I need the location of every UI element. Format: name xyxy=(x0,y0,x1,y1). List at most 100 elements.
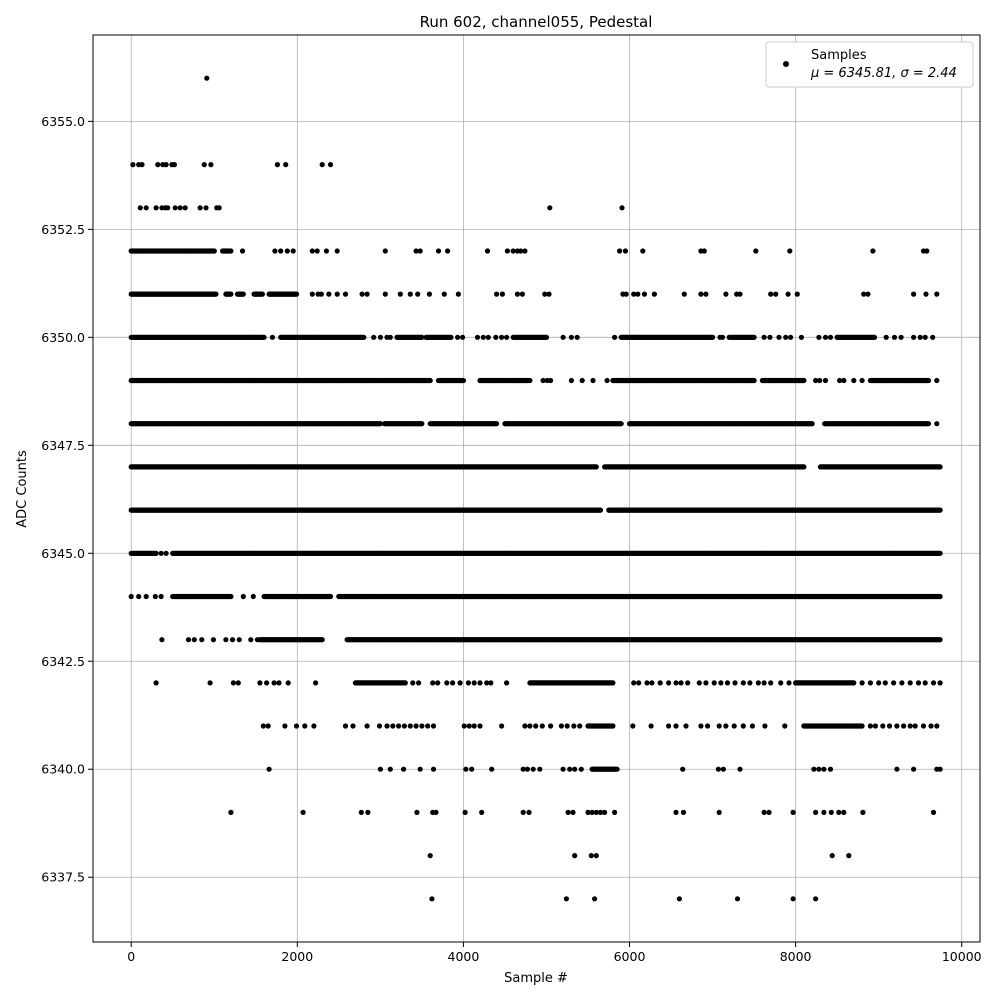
data-point xyxy=(309,291,315,297)
data-point xyxy=(619,205,625,211)
data-point xyxy=(290,248,296,254)
data-point xyxy=(871,334,878,340)
data-point xyxy=(547,205,553,211)
data-point xyxy=(272,248,278,254)
data-point xyxy=(504,334,510,340)
data-point xyxy=(283,162,289,168)
data-point xyxy=(143,205,149,211)
data-point xyxy=(851,377,857,384)
data-point xyxy=(751,377,757,384)
data-point xyxy=(504,248,510,254)
data-point xyxy=(460,334,466,340)
data-point xyxy=(568,334,575,340)
data-point xyxy=(334,291,340,297)
data-point xyxy=(542,291,548,297)
data-point xyxy=(783,334,789,340)
data-point xyxy=(323,248,329,254)
data-point xyxy=(480,334,486,340)
data-point xyxy=(153,205,159,211)
data-point xyxy=(208,162,214,168)
data-point xyxy=(203,205,209,211)
data-point xyxy=(326,291,332,297)
data-point xyxy=(213,291,219,297)
data-point xyxy=(407,291,413,297)
data-point xyxy=(177,205,183,211)
data-point xyxy=(197,205,203,211)
data-point xyxy=(228,291,234,297)
data-point xyxy=(417,248,423,254)
data-point xyxy=(419,334,425,340)
data-point xyxy=(618,421,624,427)
data-point xyxy=(768,291,774,297)
data-point xyxy=(165,205,171,211)
data-point xyxy=(631,291,637,297)
data-point xyxy=(548,377,554,384)
data-point xyxy=(568,377,575,384)
data-point xyxy=(474,334,481,340)
data-point xyxy=(153,550,159,556)
data-point xyxy=(870,248,876,254)
data-point xyxy=(546,291,552,297)
data-point xyxy=(776,334,782,340)
data-point xyxy=(510,248,516,254)
data-point xyxy=(441,291,447,297)
data-point xyxy=(640,248,646,254)
data-point xyxy=(514,291,521,297)
data-point xyxy=(773,291,779,297)
data-point xyxy=(898,334,904,340)
data-point xyxy=(737,291,743,297)
data-point xyxy=(139,162,145,168)
data-point xyxy=(518,248,524,254)
data-point xyxy=(494,421,500,427)
data-point xyxy=(318,291,324,297)
data-point xyxy=(327,162,334,168)
data-point xyxy=(651,291,658,297)
data-point xyxy=(137,205,143,211)
data-point xyxy=(493,334,499,340)
data-point xyxy=(925,421,932,427)
data-point xyxy=(922,334,928,340)
data-point xyxy=(787,248,793,254)
data-point xyxy=(841,377,847,384)
data-point xyxy=(713,377,719,384)
data-point xyxy=(617,248,623,254)
data-point xyxy=(342,291,349,297)
data-point xyxy=(216,205,222,211)
data-point xyxy=(861,291,867,297)
data-point xyxy=(171,162,177,168)
data-point xyxy=(445,248,451,254)
data-point xyxy=(397,291,403,297)
data-point xyxy=(865,291,871,297)
data-point xyxy=(359,291,365,297)
data-point xyxy=(415,291,421,297)
data-point xyxy=(798,334,805,340)
data-point xyxy=(278,248,284,254)
data-point xyxy=(540,377,546,384)
data-point xyxy=(484,248,491,254)
data-point xyxy=(293,291,300,297)
data-point xyxy=(382,248,388,254)
data-point xyxy=(703,291,709,297)
data-point xyxy=(813,377,819,384)
data-point xyxy=(761,334,767,340)
data-point xyxy=(788,334,794,340)
data-point xyxy=(934,421,940,427)
data-point xyxy=(822,334,829,340)
data-point xyxy=(817,377,823,384)
data-point xyxy=(785,291,791,297)
data-point xyxy=(622,248,629,254)
data-point xyxy=(883,334,889,340)
data-points xyxy=(128,75,943,902)
data-point xyxy=(522,248,528,254)
data-point xyxy=(435,248,442,254)
data-point xyxy=(937,507,943,513)
data-point xyxy=(382,291,388,297)
data-point xyxy=(269,334,275,340)
data-point xyxy=(182,205,188,211)
data-point xyxy=(499,334,505,340)
data-point xyxy=(597,507,604,513)
data-point xyxy=(460,377,466,384)
data-point xyxy=(560,334,566,340)
data-point xyxy=(494,291,500,297)
